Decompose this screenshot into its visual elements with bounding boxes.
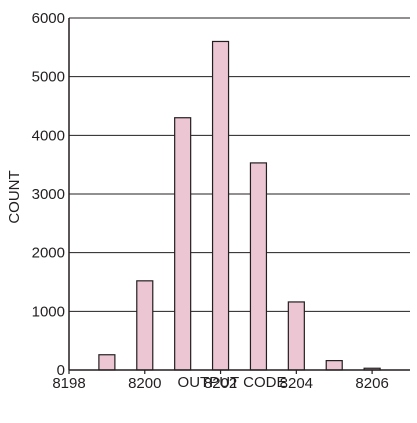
bar-8200 bbox=[136, 280, 154, 371]
tick-labels: 0 1000 2000 3000 4000 5000 6000 8198 8200 8202 820… bbox=[32, 10, 389, 392]
x-axis-title: OUTPUT CODE bbox=[178, 374, 287, 391]
bar-8205 bbox=[325, 360, 343, 371]
y-tick-label: 3000 bbox=[32, 186, 65, 203]
bar-8203 bbox=[249, 162, 268, 371]
bar-8202 bbox=[211, 40, 230, 371]
y-tick-label: 5000 bbox=[32, 69, 65, 86]
y-tick-label: 6000 bbox=[32, 10, 65, 27]
bar-8204 bbox=[287, 301, 305, 371]
axes bbox=[68, 18, 410, 374]
y-tick-label: 1000 bbox=[32, 303, 65, 320]
bar-8201 bbox=[174, 117, 192, 371]
y-tick-label: 0 bbox=[57, 362, 65, 379]
x-tick-label: 8206 bbox=[355, 375, 388, 392]
bars bbox=[98, 40, 381, 371]
x-tick-label: 8198 bbox=[52, 375, 85, 392]
x-tick-label: 8200 bbox=[128, 375, 161, 392]
y-tick-label: 4000 bbox=[32, 127, 65, 144]
y-axis-title: COUNT bbox=[6, 170, 23, 223]
x-tick-label: 8202 bbox=[204, 375, 237, 392]
bar-8199 bbox=[98, 354, 116, 371]
x-tick-label: 8204 bbox=[280, 375, 313, 392]
grid-lines bbox=[69, 17, 410, 312]
y-tick-label: 2000 bbox=[32, 245, 65, 262]
